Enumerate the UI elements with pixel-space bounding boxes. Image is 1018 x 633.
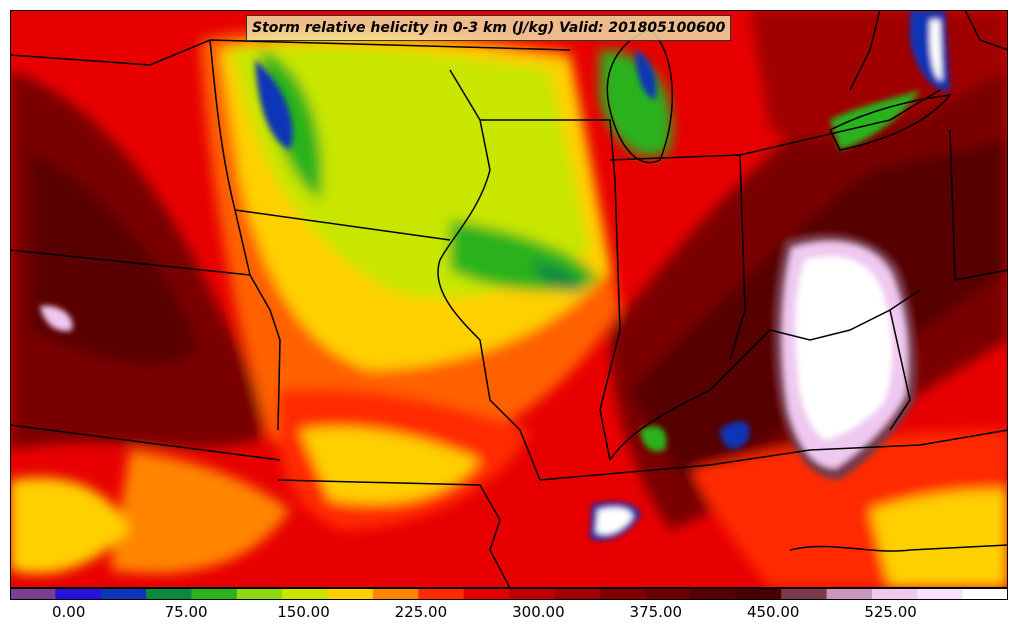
- helicity-map: [10, 10, 1008, 588]
- colorbar-swatch: [327, 588, 374, 600]
- colorbar-swatch: [418, 588, 465, 600]
- high-helicity-blobs: [40, 10, 950, 541]
- colorbar-tick-label: 0.00: [51, 603, 86, 621]
- colorbar-swatch: [871, 588, 918, 600]
- colorbar-swatch: [962, 588, 1008, 600]
- colorbar-swatch: [917, 588, 964, 600]
- colorbar: [10, 588, 1008, 600]
- colorbar-tick-label: 375.00: [629, 603, 683, 621]
- colorbar-swatch: [282, 588, 329, 600]
- colorbar-tick-label: 525.00: [864, 603, 917, 621]
- colorbar-swatch: [690, 588, 737, 600]
- colorbar-swatch: [463, 588, 510, 600]
- colorbar-swatch: [509, 588, 555, 600]
- colorbar-swatch: [645, 588, 691, 600]
- colorbar-swatch: [826, 588, 873, 600]
- colorbar-swatch: [10, 588, 56, 600]
- colorbar-swatch: [599, 588, 646, 600]
- colorbar-tick-label: 300.00: [512, 603, 565, 621]
- colorbar-swatch: [735, 588, 782, 600]
- colorbar-swatch: [146, 588, 192, 600]
- colorbar-swatch: [554, 588, 601, 600]
- colorbar-swatch: [100, 588, 147, 600]
- colorbar-swatch: [191, 588, 238, 600]
- colorbar-swatch: [55, 588, 102, 600]
- colorbar-tick-label: 450.00: [746, 603, 800, 621]
- colorbar-swatch: [236, 588, 283, 600]
- colorbar-swatch: [781, 588, 828, 600]
- colorbar-tick-label: 225.00: [394, 603, 448, 621]
- colorbar-tick-label: 75.00: [164, 603, 208, 621]
- colorbar-swatch: [372, 588, 419, 600]
- map-title: Storm relative helicity in 0-3 km (J/kg)…: [246, 15, 732, 41]
- state-boundaries: [10, 10, 1008, 588]
- colorbar-tick-label: 150.00: [277, 603, 330, 621]
- map-border: [10, 10, 1008, 588]
